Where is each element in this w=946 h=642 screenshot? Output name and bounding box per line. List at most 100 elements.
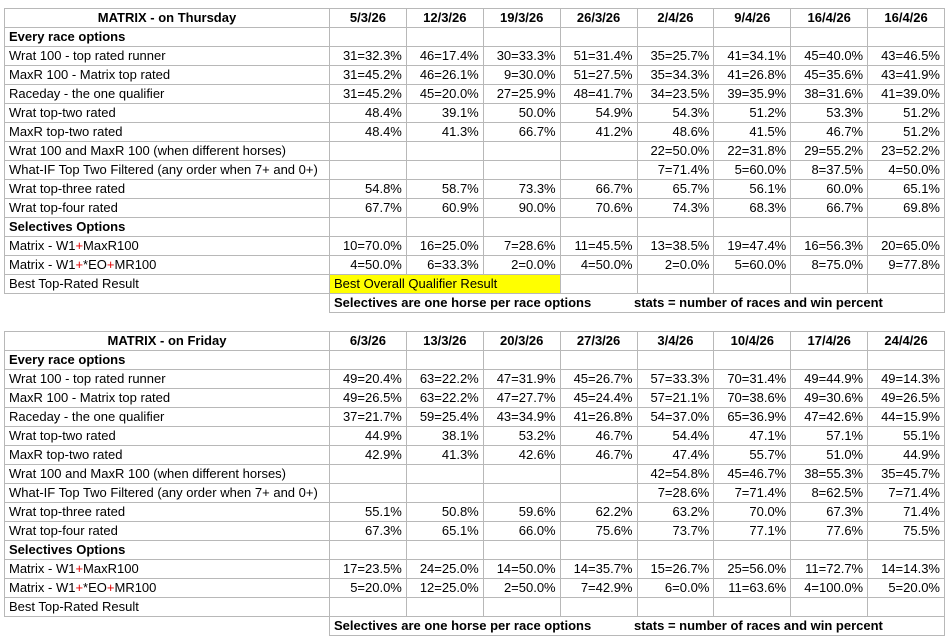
data-cell — [482, 160, 561, 180]
empty-cell — [713, 274, 792, 294]
plus-sign: + — [75, 580, 84, 595]
data-cell: 7=28.6% — [636, 483, 715, 503]
data-cell: 41.5% — [713, 122, 792, 142]
data-cell: 67.3% — [329, 521, 407, 541]
empty-cell — [713, 350, 792, 370]
selective-label: Matrix - W1+MaxR100 — [4, 236, 330, 256]
data-cell: 51.2% — [867, 103, 945, 123]
date-header: 10/4/26 — [713, 331, 792, 351]
data-cell: 11=72.7% — [790, 559, 869, 579]
data-cell: 57.1% — [790, 426, 869, 446]
data-cell: 35=25.7% — [636, 46, 715, 66]
data-cell: 48.4% — [329, 122, 407, 142]
empty-cell — [559, 27, 638, 47]
empty-cell — [329, 27, 407, 47]
row-label: Wrat 100 and MaxR 100 (when different ho… — [4, 141, 330, 161]
data-cell: 63=22.2% — [405, 388, 484, 408]
data-cell: 50.8% — [405, 502, 484, 522]
data-cell — [329, 464, 407, 484]
data-cell: 6=0.0% — [636, 578, 715, 598]
data-cell: 7=71.4% — [636, 160, 715, 180]
best-overall-label: Best Overall Qualifier Result — [329, 274, 561, 294]
data-cell — [559, 464, 638, 484]
empty-cell — [559, 350, 638, 370]
data-cell: 43=46.5% — [867, 46, 945, 66]
plus-sign: + — [106, 580, 115, 595]
data-cell: 16=25.0% — [405, 236, 484, 256]
selective-label: Matrix - W1+MaxR100 — [4, 559, 330, 579]
table-title: MATRIX - on Thursday — [4, 8, 330, 28]
data-cell: 49=14.3% — [867, 369, 945, 389]
table-row: Wrat top-two rated 44.9% 38.1% 53.2% 46.7% 54… — [4, 426, 945, 446]
data-cell: 75.5% — [867, 521, 945, 541]
empty-cell — [405, 350, 484, 370]
data-cell: 47=27.7% — [482, 388, 561, 408]
selective-label: Matrix - W1+*EO+MR100 — [4, 255, 330, 275]
data-cell: 90.0% — [482, 198, 561, 218]
label-part: Matrix - W1 — [9, 580, 76, 595]
data-cell: 70.6% — [559, 198, 638, 218]
data-cell: 35=34.3% — [636, 65, 715, 85]
date-header: 24/4/26 — [867, 331, 945, 351]
data-cell: 14=14.3% — [867, 559, 945, 579]
empty-cell — [867, 217, 945, 237]
data-cell: 51.2% — [713, 103, 792, 123]
date-header: 26/3/26 — [559, 8, 638, 28]
data-cell: 9=30.0% — [482, 65, 561, 85]
data-cell — [559, 483, 638, 503]
data-cell: 30=33.3% — [482, 46, 561, 66]
data-cell: 31=32.3% — [329, 46, 407, 66]
table-row: MaxR top-two rated 42.9% 41.3% 42.6% 46.7% 47… — [4, 445, 945, 465]
data-cell: 63.2% — [636, 502, 715, 522]
data-cell: 4=50.0% — [867, 160, 945, 180]
data-cell — [405, 141, 484, 161]
friday-table: MATRIX - on Friday 6/3/26 13/3/26 20/3/26 27… — [4, 331, 945, 636]
data-cell: 4=100.0% — [790, 578, 869, 598]
label-part: MR100 — [114, 580, 157, 595]
data-cell: 74.3% — [636, 198, 715, 218]
data-cell: 75.6% — [559, 521, 638, 541]
data-cell: 43=41.9% — [867, 65, 945, 85]
data-cell: 22=31.8% — [713, 141, 792, 161]
data-cell: 70=31.4% — [713, 369, 792, 389]
data-cell: 11=63.6% — [713, 578, 792, 598]
data-cell: 7=71.4% — [867, 483, 945, 503]
empty-cell — [4, 293, 330, 313]
data-cell: 22=50.0% — [636, 141, 715, 161]
data-cell — [482, 483, 561, 503]
footer-row: Selectives are one horse per race option… — [4, 616, 945, 636]
data-cell: 65=36.9% — [713, 407, 792, 427]
data-cell: 55.1% — [867, 426, 945, 446]
row-label: Wrat top-four rated — [4, 198, 330, 218]
section-row: Selectives Options — [4, 540, 945, 560]
empty-cell — [329, 597, 407, 617]
data-cell: 6=33.3% — [405, 255, 484, 275]
data-cell: 41=26.8% — [713, 65, 792, 85]
data-cell: 47.1% — [713, 426, 792, 446]
footer-left: Selectives are one horse per race option… — [334, 295, 592, 310]
section-row: Selectives Options — [4, 217, 945, 237]
row-label: What-IF Top Two Filtered (any order when… — [4, 160, 330, 180]
data-cell: 41.2% — [559, 122, 638, 142]
data-cell: 39=35.9% — [713, 84, 792, 104]
data-cell: 63=22.2% — [405, 369, 484, 389]
data-cell: 7=42.9% — [559, 578, 638, 598]
empty-cell — [482, 217, 561, 237]
date-header: 9/4/26 — [713, 8, 792, 28]
data-cell: 57=21.1% — [636, 388, 715, 408]
data-cell: 31=45.2% — [329, 65, 407, 85]
data-cell: 66.7% — [482, 122, 561, 142]
data-cell: 47=42.6% — [790, 407, 869, 427]
empty-cell — [559, 597, 638, 617]
data-cell: 19=47.4% — [713, 236, 792, 256]
data-cell: 73.3% — [482, 179, 561, 199]
table-row: Wrat 100 - top rated runner 49=20.4% 63=22… — [4, 369, 945, 389]
data-cell: 48.6% — [636, 122, 715, 142]
data-cell: 44=15.9% — [867, 407, 945, 427]
data-cell: 5=20.0% — [867, 578, 945, 598]
label-part: Matrix - W1 — [9, 257, 76, 272]
empty-cell — [790, 597, 869, 617]
data-cell: 49=30.6% — [790, 388, 869, 408]
empty-cell — [636, 27, 715, 47]
row-label: Raceday - the one qualifier — [4, 84, 330, 104]
